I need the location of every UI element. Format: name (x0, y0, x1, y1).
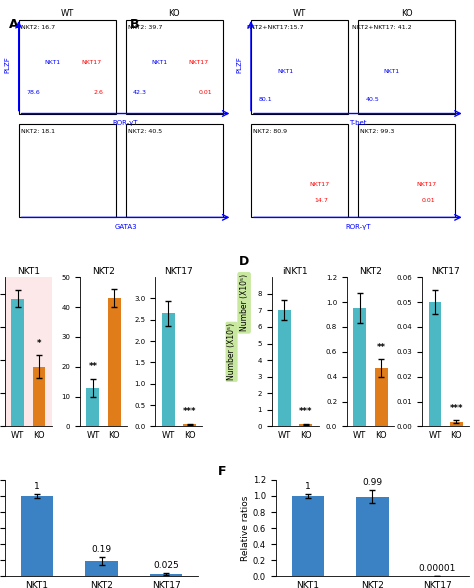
Bar (278, 310, 291, 426)
Bar (375, 368, 388, 426)
Text: 78.6: 78.6 (27, 91, 40, 95)
Text: ROR-γT: ROR-γT (113, 120, 138, 126)
Text: 2.6: 2.6 (94, 91, 104, 95)
Text: NKT17: NKT17 (309, 182, 329, 187)
Text: Number (X10⁵): Number (X10⁵) (240, 274, 248, 332)
Text: NKT1: NKT1 (384, 69, 400, 74)
Bar (162, 313, 174, 426)
Title: NKT2: NKT2 (359, 268, 382, 276)
Text: **: ** (377, 343, 386, 352)
Text: 0.01: 0.01 (199, 91, 212, 95)
FancyBboxPatch shape (18, 124, 116, 218)
Text: NKT2: 16.7: NKT2: 16.7 (21, 25, 55, 30)
Bar (183, 425, 196, 426)
Bar (450, 422, 463, 426)
Text: 0.19: 0.19 (91, 544, 111, 554)
Text: NKT2: 80.9: NKT2: 80.9 (254, 129, 288, 134)
Text: *: * (36, 339, 41, 348)
FancyBboxPatch shape (126, 20, 223, 113)
Text: PLZF: PLZF (237, 56, 242, 73)
Text: T-bet: T-bet (349, 120, 366, 126)
FancyBboxPatch shape (358, 20, 456, 113)
Text: 14.7: 14.7 (314, 198, 328, 203)
Title: NKT2: NKT2 (92, 268, 115, 276)
Title: iNKT1: iNKT1 (283, 268, 308, 276)
Text: WT: WT (61, 9, 74, 18)
Text: 0.01: 0.01 (421, 198, 435, 203)
FancyBboxPatch shape (126, 124, 223, 218)
Bar (428, 302, 441, 426)
FancyBboxPatch shape (358, 124, 456, 218)
Text: 0.00001: 0.00001 (419, 564, 456, 573)
Text: 40.5: 40.5 (365, 97, 379, 102)
Text: NKT2+NKT17:15.7: NKT2+NKT17:15.7 (246, 25, 304, 30)
Text: Number (X10⁵): Number (X10⁵) (227, 323, 236, 380)
Bar (86, 387, 99, 426)
Bar (292, 496, 324, 576)
Bar (353, 308, 366, 426)
Text: NKT17: NKT17 (82, 60, 102, 65)
Text: NKT1: NKT1 (45, 60, 61, 65)
Text: 1: 1 (305, 482, 311, 491)
Text: NKT2: 40.5: NKT2: 40.5 (128, 129, 162, 134)
Y-axis label: Relative ratios: Relative ratios (241, 495, 250, 561)
Text: 42.3: 42.3 (133, 91, 147, 95)
Bar (21, 496, 53, 576)
Text: NKT1: NKT1 (277, 69, 293, 74)
Title: NKT1: NKT1 (17, 268, 40, 276)
Bar (85, 561, 118, 576)
Text: GATA3: GATA3 (114, 224, 137, 230)
Text: PLZF: PLZF (4, 56, 10, 73)
Text: 0.025: 0.025 (153, 561, 179, 570)
Text: 80.1: 80.1 (259, 97, 273, 102)
FancyBboxPatch shape (18, 20, 116, 113)
Bar (108, 298, 121, 426)
Text: NKT17: NKT17 (416, 182, 436, 187)
Text: ***: *** (299, 407, 312, 416)
Text: NKT2: 18.1: NKT2: 18.1 (21, 129, 55, 134)
Bar (33, 367, 46, 426)
Text: KO: KO (168, 9, 180, 18)
Text: ***: *** (183, 407, 196, 416)
Text: NKT17: NKT17 (189, 60, 209, 65)
Text: 1: 1 (34, 482, 40, 491)
Text: **: ** (88, 362, 97, 371)
Text: 0.99: 0.99 (363, 478, 383, 487)
Text: WT: WT (293, 9, 306, 18)
Bar (11, 299, 24, 426)
Bar (300, 425, 312, 426)
Text: ROR-γT: ROR-γT (345, 224, 371, 230)
Text: F: F (218, 466, 226, 479)
Text: D: D (238, 255, 249, 268)
Title: NKT17: NKT17 (431, 268, 460, 276)
Text: NKT2: 99.3: NKT2: 99.3 (360, 129, 394, 134)
FancyBboxPatch shape (251, 20, 348, 113)
Bar (356, 497, 389, 576)
Text: ***: *** (450, 404, 463, 413)
FancyBboxPatch shape (251, 124, 348, 218)
Text: NKT2: 39.7: NKT2: 39.7 (128, 25, 162, 30)
Text: A: A (9, 18, 19, 31)
Text: NKT2+NKT17: 41.2: NKT2+NKT17: 41.2 (352, 25, 412, 30)
Text: NKT1: NKT1 (152, 60, 168, 65)
Text: B: B (130, 18, 140, 31)
Text: KO: KO (401, 9, 412, 18)
Bar (150, 574, 182, 576)
Title: NKT17: NKT17 (164, 268, 193, 276)
